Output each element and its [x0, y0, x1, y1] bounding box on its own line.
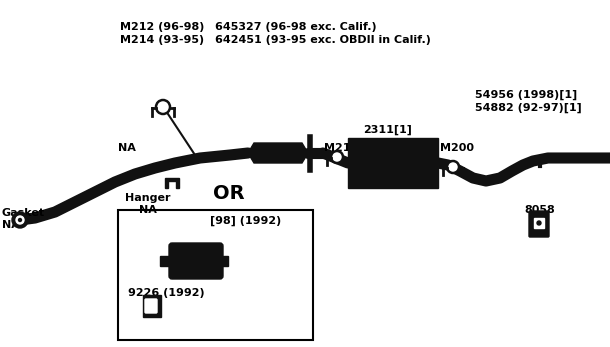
- Text: Hanger: Hanger: [125, 193, 171, 203]
- FancyBboxPatch shape: [529, 211, 549, 237]
- Bar: [534, 218, 544, 228]
- Text: 54956 (1998)[1]: 54956 (1998)[1]: [475, 90, 577, 100]
- Bar: [118, 210, 313, 340]
- Text: [93]: [93]: [352, 178, 375, 188]
- Text: 2311[1]: 2311[1]: [363, 125, 412, 135]
- Circle shape: [12, 212, 28, 228]
- Text: M214: M214: [324, 143, 359, 153]
- Bar: [220, 256, 228, 266]
- Polygon shape: [165, 178, 179, 188]
- Circle shape: [447, 161, 459, 173]
- Text: NA: NA: [2, 220, 20, 230]
- Polygon shape: [248, 143, 308, 163]
- Bar: [160, 256, 174, 266]
- Circle shape: [18, 219, 21, 221]
- Text: [98] (1992): [98] (1992): [210, 216, 281, 226]
- Bar: [143, 295, 161, 317]
- Circle shape: [156, 100, 170, 114]
- Text: OR: OR: [213, 184, 245, 203]
- FancyBboxPatch shape: [145, 299, 157, 313]
- Text: M212 (96-98): M212 (96-98): [120, 22, 204, 32]
- Text: M200: M200: [440, 143, 474, 153]
- Circle shape: [331, 151, 343, 163]
- Text: NA: NA: [139, 205, 157, 215]
- Circle shape: [16, 216, 24, 224]
- Text: 645327 (96-98 exc. Calif.): 645327 (96-98 exc. Calif.): [215, 22, 376, 32]
- Bar: [348, 138, 438, 188]
- Text: Gasket: Gasket: [2, 208, 45, 218]
- Text: 9226 (1992): 9226 (1992): [128, 288, 204, 298]
- Text: 54882 (92-97)[1]: 54882 (92-97)[1]: [475, 103, 582, 113]
- Text: 8058: 8058: [524, 205, 554, 215]
- FancyBboxPatch shape: [169, 243, 223, 279]
- Text: NA: NA: [118, 143, 136, 153]
- Circle shape: [537, 221, 541, 225]
- Text: 642451 (93-95 exc. OBDII in Calif.): 642451 (93-95 exc. OBDII in Calif.): [215, 35, 431, 45]
- Text: M214 (93-95): M214 (93-95): [120, 35, 204, 45]
